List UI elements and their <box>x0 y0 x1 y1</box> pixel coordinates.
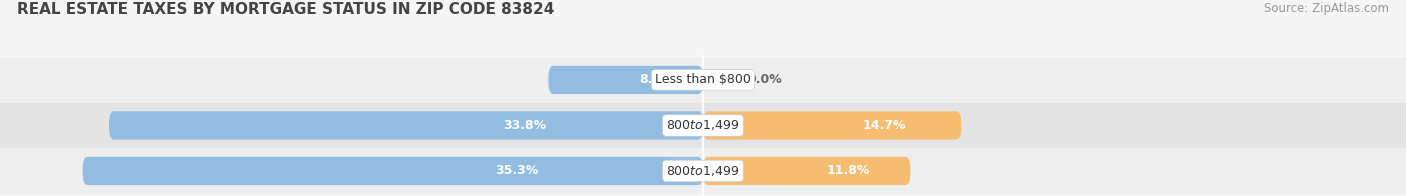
FancyBboxPatch shape <box>703 157 911 185</box>
FancyBboxPatch shape <box>110 111 703 140</box>
FancyBboxPatch shape <box>0 103 1406 148</box>
Text: Source: ZipAtlas.com: Source: ZipAtlas.com <box>1264 2 1389 15</box>
Text: 11.8%: 11.8% <box>827 164 870 177</box>
Text: REAL ESTATE TAXES BY MORTGAGE STATUS IN ZIP CODE 83824: REAL ESTATE TAXES BY MORTGAGE STATUS IN … <box>17 2 554 17</box>
Text: Less than $800: Less than $800 <box>655 74 751 86</box>
FancyBboxPatch shape <box>0 57 1406 103</box>
FancyBboxPatch shape <box>83 157 703 185</box>
Text: 33.8%: 33.8% <box>503 119 547 132</box>
Text: 35.3%: 35.3% <box>495 164 538 177</box>
Text: 0.0%: 0.0% <box>747 74 782 86</box>
FancyBboxPatch shape <box>0 148 1406 194</box>
Text: $800 to $1,499: $800 to $1,499 <box>666 118 740 132</box>
Text: 8.8%: 8.8% <box>640 74 673 86</box>
Text: $800 to $1,499: $800 to $1,499 <box>666 164 740 178</box>
FancyBboxPatch shape <box>548 66 703 94</box>
Text: 14.7%: 14.7% <box>862 119 905 132</box>
FancyBboxPatch shape <box>703 111 962 140</box>
